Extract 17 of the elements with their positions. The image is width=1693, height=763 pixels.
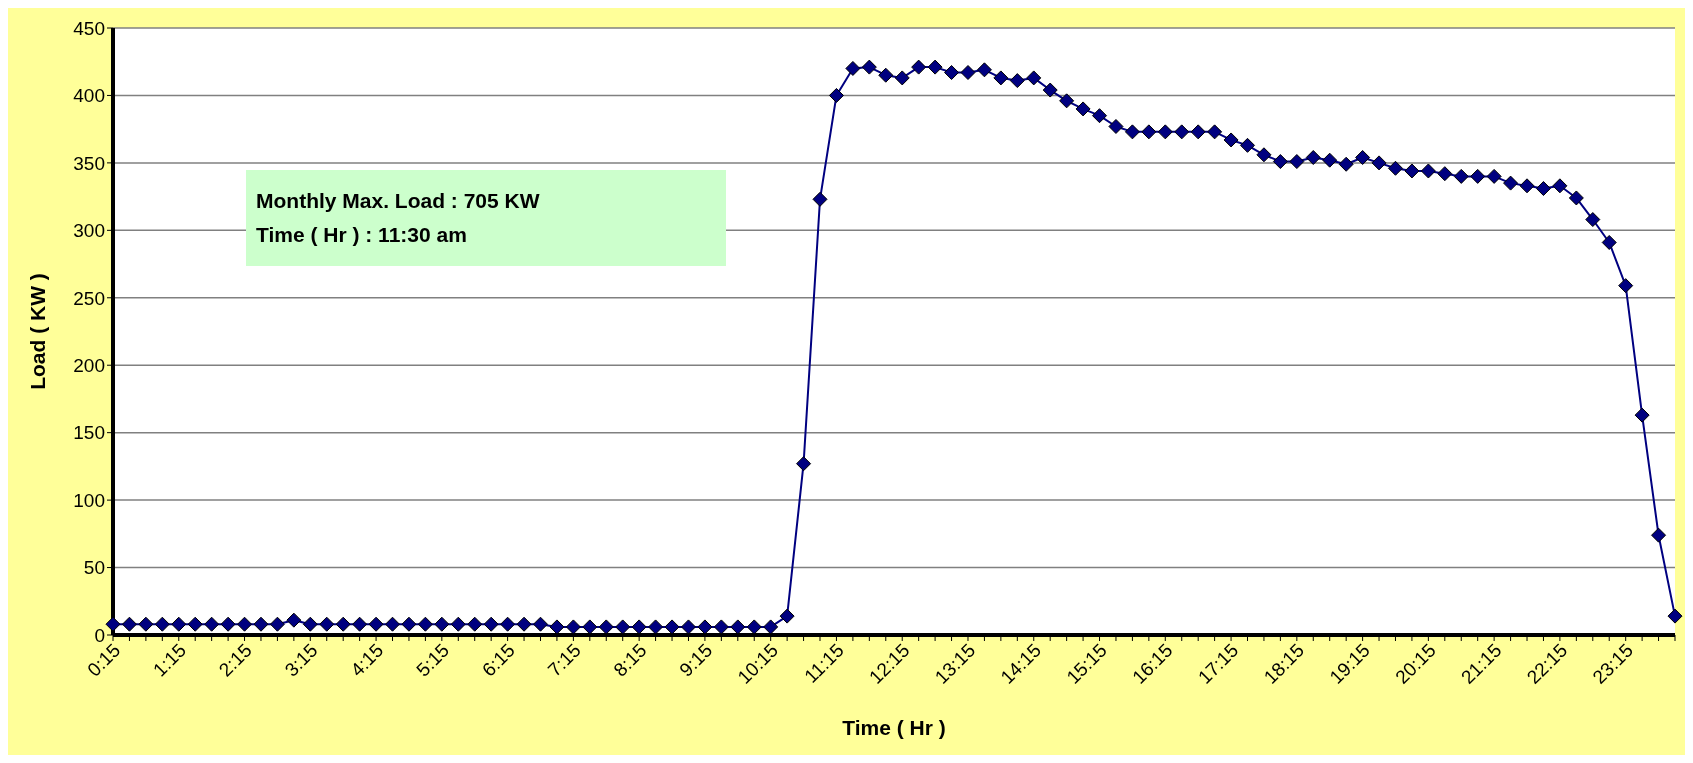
- y-tick-label: 300: [73, 220, 105, 242]
- x-tick-label: 4:15: [346, 639, 388, 681]
- note-box: Monthly Max. Load : 705 KW Time ( Hr ) : 11:30 am: [246, 170, 726, 266]
- y-tick-label: 50: [83, 557, 105, 579]
- x-axis-title: Time ( Hr ): [842, 716, 946, 739]
- y-tick-label: 450: [73, 17, 105, 39]
- annotation: Monthly Max. Load : 705 KW: [256, 188, 541, 214]
- y-tick-label: 0: [94, 624, 105, 646]
- y-tick-label: 350: [73, 152, 105, 174]
- y-axis-title: Load ( KW ): [26, 273, 50, 390]
- y-tick-label: 150: [73, 422, 105, 444]
- y-tick-label: 200: [73, 354, 105, 376]
- annotation: Time ( Hr ) : 11:30 am: [256, 222, 468, 248]
- y-tick-label: 250: [73, 287, 105, 309]
- y-tick-label: 100: [73, 489, 105, 511]
- x-tick-label: 7:15: [543, 639, 585, 681]
- y-tick-label: 400: [73, 85, 105, 107]
